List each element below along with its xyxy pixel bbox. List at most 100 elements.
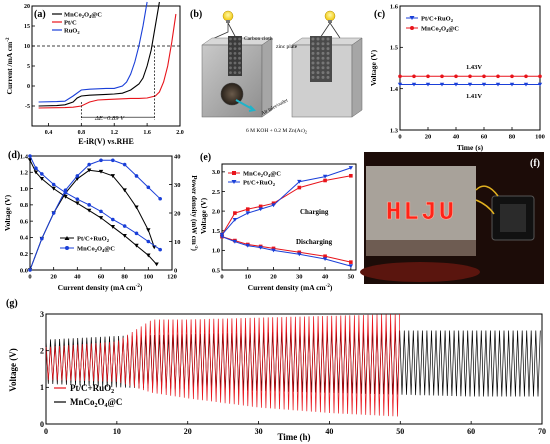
legend-label-mnco: MnCo2O4@C xyxy=(70,397,122,409)
cloth-dot xyxy=(238,52,241,55)
series-line-mnco-right-point xyxy=(122,162,127,167)
series-line-ptc-ruo-right xyxy=(29,169,155,271)
plot-frame-c xyxy=(399,5,541,131)
cloth-dot xyxy=(316,56,320,60)
cloth-dot xyxy=(233,61,237,65)
series-line-ptc-ruo-left-point xyxy=(75,201,80,206)
cloth-dot xyxy=(238,47,241,50)
zinc-plate xyxy=(310,36,332,82)
x-tick-label: 60 xyxy=(481,134,488,141)
series-line-mnco-left-point xyxy=(111,217,115,222)
series-line-ruo xyxy=(38,1,148,103)
x-tick-label: 80 xyxy=(509,134,516,141)
legend-label-mnco: MnCo2O4@C xyxy=(421,26,459,34)
series-line-ptc-ruo-left-point xyxy=(146,253,151,258)
series-line-ptc-ruo-discharging-point xyxy=(322,257,328,262)
cell-box-left-side xyxy=(261,37,273,118)
cloth-dot xyxy=(321,37,325,41)
battery-device-detail xyxy=(500,204,526,232)
panel-e: 0 10 20 30 40 50 0.5 1.0 1.5 2.0 2.5 3.0 (e) MnCo2O… xyxy=(199,152,357,292)
label-electrolyte: 6 M KOH + 0.2 M Zn(Ac)2 xyxy=(246,127,307,135)
series-line-mnco-point xyxy=(468,74,472,79)
series-line-ptc-ruo-left-point xyxy=(98,216,104,220)
series-lines-d xyxy=(27,154,162,272)
cloth-dot xyxy=(311,37,315,41)
legend-c: Pt/C+RuO2 MnCo2O4@C xyxy=(406,16,459,34)
photo-board-shade xyxy=(366,240,476,256)
x-tick-label: 70 xyxy=(538,427,546,436)
y-tick-label: 5 xyxy=(27,64,30,70)
light-bulb-icon xyxy=(222,10,234,22)
x-tick-label: 1.6 xyxy=(143,130,151,136)
series-line-ptc-ruo-point xyxy=(411,82,417,87)
y-tick-label: 1.5 xyxy=(212,228,221,235)
label-zinc-plate: zinc plate xyxy=(276,44,298,50)
series-line-mnco-left-point xyxy=(122,224,127,228)
cloth-dot xyxy=(311,66,315,70)
cloth-dot xyxy=(311,51,315,55)
cloth-dot xyxy=(326,47,330,51)
series-line-ptc-ruo-discharging xyxy=(221,236,351,267)
x-tick-label: 60 xyxy=(467,427,475,436)
y-tick-label: 1.0 xyxy=(212,248,220,255)
series-line-mnco-left-point xyxy=(99,209,103,214)
y-tick-label: 15 xyxy=(24,24,30,30)
y-tick-label: 1.5 xyxy=(390,45,399,52)
series-line-mnco-charging-point xyxy=(245,207,250,211)
x-tick-label: 50 xyxy=(396,427,404,436)
legend-e: MnCo2O4@C Pt/C+RuO2 xyxy=(228,171,281,188)
series-line-ptc-ruo-discharging-point xyxy=(245,243,250,248)
series-line-mnco-charging xyxy=(221,175,351,235)
series-line-mnco-left-point xyxy=(40,172,44,176)
y2-tick-label: 10 xyxy=(174,239,181,246)
cloth-dot xyxy=(229,56,232,60)
y2-axis-label-d: Power density (mW cm-2) xyxy=(190,175,199,251)
carbon-cloth-electrode xyxy=(228,36,242,76)
legend-label-ptc-ruo: Pt/C+RuO2 xyxy=(243,180,276,188)
x-tick-label: 60 xyxy=(98,274,105,281)
series-line-mnco-point xyxy=(482,74,486,79)
series-line-mnco-left-point xyxy=(146,239,151,244)
y-tick-label: 0.5 xyxy=(212,267,221,274)
x-tick-label: 1.2 xyxy=(110,130,118,136)
legend-label-ptc-ruo: Pt/C+RuO2 xyxy=(421,16,454,24)
y-tick-label: 3 xyxy=(40,310,44,319)
series-line-ptc-ruo-left-point xyxy=(134,243,139,248)
legend-a: MnCo2O4@C Pt/C RuO2 xyxy=(52,12,102,35)
series-line-ptc-ruo-point xyxy=(453,82,459,87)
series-line-mnco-right-point xyxy=(99,158,103,163)
panel-d: 0 20 40 60 80 100 120 0.0 0.2 0.4 0.6 0.8 1.0 1.2 1.4 0… xyxy=(3,150,199,292)
cloth-dot xyxy=(316,42,320,46)
series-line-mnco-left-point xyxy=(75,197,80,201)
y-tick-label: 1.4 xyxy=(390,86,399,93)
legend-label-ptc: Pt/C xyxy=(64,20,77,27)
cloth-dot xyxy=(326,71,330,75)
y2-tick-label: 0 xyxy=(174,267,177,274)
cloth-dot xyxy=(321,56,325,60)
y-axis-label-g: Voltage (V) xyxy=(8,348,18,391)
cloth-dot xyxy=(316,71,320,75)
series-line-ptc-ruo-right-point xyxy=(146,228,151,233)
x-axis-label-d: Current density (mA cm-2) xyxy=(58,283,143,292)
air-arrow-icon xyxy=(235,99,257,112)
air-inlet-icon xyxy=(220,82,244,106)
x-tick-label: 40 xyxy=(74,274,81,281)
x-tick-label: 40 xyxy=(322,274,329,281)
x-tick-label: 0.4 xyxy=(45,130,53,136)
y2-tick-label: 20 xyxy=(174,210,181,217)
series-line-mnco-charging-point xyxy=(349,173,353,178)
y-tick-label: 2.0 xyxy=(212,208,220,215)
series-line-ptc-ruo-point xyxy=(481,82,487,87)
panel-c: 0 20 40 60 80 100 1.3 1.4 1.5 1.6 (c) Pt/C+RuO2 M… xyxy=(369,3,545,152)
annotation-charging: Charging xyxy=(300,208,329,216)
cloth-dot xyxy=(321,71,325,75)
legend-g: Pt/C+RuO2 MnCo2O4@C xyxy=(54,383,122,409)
y-tick-label: 3.0 xyxy=(212,169,220,176)
series-line-ptc-ruo-discharging-point xyxy=(271,248,276,253)
panel-letter-g: (g) xyxy=(6,298,18,309)
cloth-dot xyxy=(321,75,325,79)
series-line-ptc-ruo-charging-point xyxy=(322,174,328,179)
cloth-dot xyxy=(311,71,315,75)
cloth-dot xyxy=(229,52,232,55)
